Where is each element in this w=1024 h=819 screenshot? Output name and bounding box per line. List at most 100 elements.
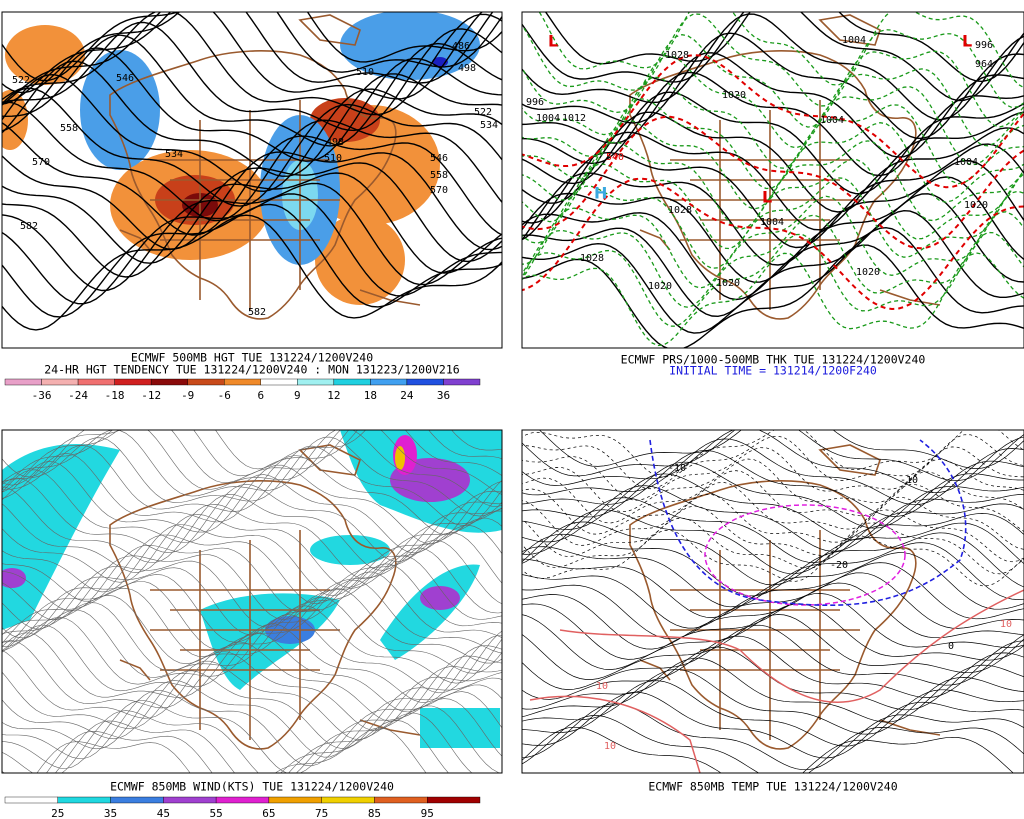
contour-label: 1012 [562,113,586,124]
contour-label: 510 [324,153,342,164]
temperature-contours [522,430,1024,773]
colorbar-swatch [187,378,225,386]
contour-line [522,177,1024,311]
colorbar-label: -9 [181,389,194,402]
panel-500mb: 522 546 558 570 582 534 510 498 486 498 … [2,12,502,348]
contour-line [2,712,473,773]
caption: INITIAL TIME = 131214/1200F240 [669,364,877,378]
colorbar-swatch [77,378,115,386]
colorbar-swatch [427,796,481,804]
colorbar-label: 9 [294,389,301,402]
contour-label: 522 [12,75,30,86]
colorbar-label: 12 [327,389,340,402]
contour-line [522,703,1024,771]
caption: ECMWF PRS/1000-500MB THK TUE 131224/1200… [621,353,926,367]
contour-line [522,55,1024,149]
colorbar-swatch [41,378,79,386]
colorbar-label: 24 [400,389,414,402]
contour-label: 1004 [842,35,866,46]
colorbar-label: -12 [141,389,161,402]
contour-line [2,60,502,177]
contour-line [2,510,502,588]
colorbar-swatch [114,378,152,386]
contour-label: 1004 [820,115,844,126]
colorbar-swatch [321,796,375,804]
contour-line [522,159,1024,266]
contour-line [522,726,1014,773]
contour-label: 486 [452,41,470,52]
contour-line [522,668,1024,735]
contour-line [2,588,502,665]
contour-line [522,614,1024,680]
contour-line [522,624,1024,690]
caption: 24-HR HGT TENDENCY TUE 131224/1200V240 :… [44,363,459,377]
contour-line [2,214,502,331]
contour-label: 10 [596,681,608,692]
contour-label: 10 [1000,619,1012,630]
colorbar-label: -36 [32,389,52,402]
colorbar-swatch [443,378,481,386]
contour-line [522,715,1024,773]
colorbar-label: 6 [257,389,264,402]
caption: ECMWF 500MB HGT TUE 131224/1200V240 [131,351,373,365]
contour-label: 534 [480,120,498,131]
contour-line [2,162,502,264]
colorbar-label: 95 [421,807,434,819]
colorbar-label: 18 [364,389,377,402]
contour-line [522,438,1024,506]
contour-line [2,21,502,132]
contour-line [2,571,502,652]
contour-label: -10 [900,475,918,486]
contour-line [522,485,1024,552]
contour-line [522,244,1024,348]
contour-line [544,12,1024,83]
streamlines [2,430,502,773]
contour-line [2,34,502,147]
contour-label: 1020 [964,200,988,211]
contour-line [2,486,502,571]
contour-line [522,173,1024,269]
colorbar-label: 45 [157,807,170,819]
contour-line [522,12,1024,102]
contour-line [2,540,502,621]
contour-label: 570 [430,185,448,196]
colorbar-label: 65 [262,807,275,819]
contour-line [522,680,1024,747]
contour-line [2,579,502,657]
panel-850mb-temp: -10 -20 -10 0 10 10 10 [522,430,1024,773]
contour-line [522,509,1024,575]
colorbar-label: 55 [209,807,222,819]
contour-label: 558 [430,170,448,181]
contour-line [522,98,1024,190]
contour-line [522,252,1024,347]
contour-line [2,73,502,193]
contour-label: -20 [830,560,848,571]
contour-label: 996 [526,97,544,108]
colorbar-label: -6 [218,389,231,402]
contour-label: 0 [948,641,954,652]
height-contours [2,12,502,331]
contour-line [2,436,502,517]
contour-line [2,12,502,116]
contour-label: 1028 [580,253,604,264]
contour-line [522,209,1024,318]
contour-line [2,12,502,94]
contour-line [2,101,502,222]
contour-line [2,623,502,703]
colorbar-swatch [224,378,261,386]
contour-label: 1028 [665,50,689,61]
contour-line [2,503,502,580]
caption: ECMWF 850MB TEMP TUE 131224/1200V240 [648,780,897,794]
colorbar-label: 75 [315,807,328,819]
contour-line [522,562,1024,629]
contour-label: 540 [606,152,624,163]
contour-line [522,54,1024,189]
contour-line [522,691,1024,759]
contour-label: 510 [356,67,374,78]
contour-label: 534 [165,149,183,160]
contour-line [522,111,1024,213]
contour-line [522,52,1024,158]
panel-pressure-thickness: 1028 1020 1004 996 1004 1012 540 1028 10… [522,12,1024,348]
isotherm [704,504,906,606]
caption: ECMWF 850MB WIND(KTS) TUE 131224/1200V24… [110,780,394,794]
